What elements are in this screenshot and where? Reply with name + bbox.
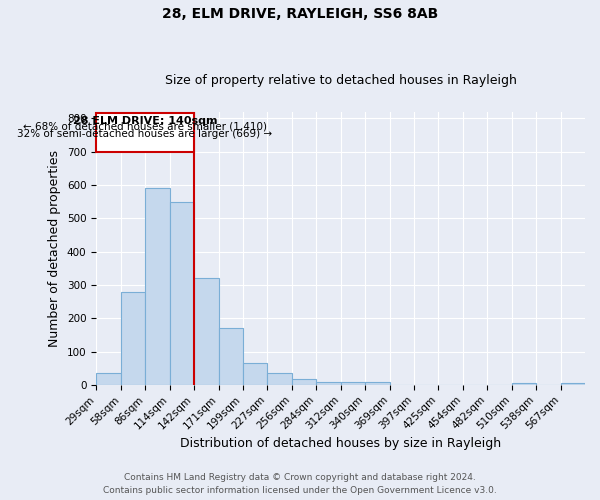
Bar [121, 292, 145, 385]
Bar [170, 202, 194, 385]
Title: Size of property relative to detached houses in Rayleigh: Size of property relative to detached ho… [164, 74, 517, 87]
Bar [316, 382, 341, 385]
Y-axis label: Number of detached properties: Number of detached properties [48, 150, 61, 347]
Text: ← 68% of detached houses are smaller (1,410): ← 68% of detached houses are smaller (1,… [23, 122, 267, 132]
Bar [243, 362, 267, 385]
Bar [219, 328, 243, 385]
Bar [96, 372, 121, 385]
Bar [145, 188, 170, 385]
Text: Contains HM Land Registry data © Crown copyright and database right 2024.
Contai: Contains HM Land Registry data © Crown c… [103, 474, 497, 495]
X-axis label: Distribution of detached houses by size in Rayleigh: Distribution of detached houses by size … [180, 437, 501, 450]
Bar [292, 379, 316, 385]
Bar [194, 278, 219, 385]
Text: 28, ELM DRIVE, RAYLEIGH, SS6 8AB: 28, ELM DRIVE, RAYLEIGH, SS6 8AB [162, 8, 438, 22]
Bar [512, 382, 536, 385]
Text: 28 ELM DRIVE: 140sqm: 28 ELM DRIVE: 140sqm [73, 116, 217, 126]
Bar [341, 382, 365, 385]
Bar [365, 382, 390, 385]
FancyBboxPatch shape [96, 114, 194, 152]
Bar [267, 372, 292, 385]
Bar [561, 382, 585, 385]
Text: 32% of semi-detached houses are larger (669) →: 32% of semi-detached houses are larger (… [17, 129, 272, 139]
